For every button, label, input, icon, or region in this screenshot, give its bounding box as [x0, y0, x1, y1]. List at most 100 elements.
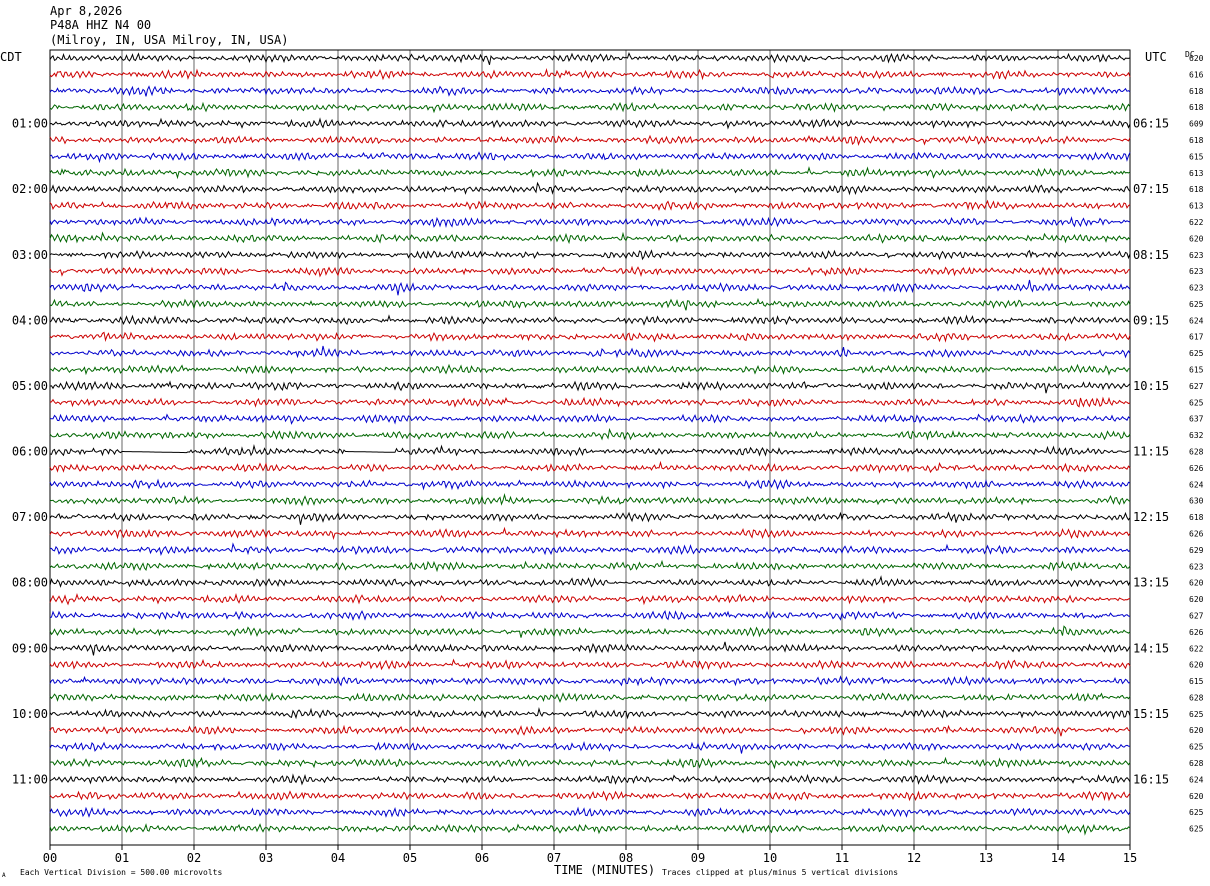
vertical-scale-note: Each Vertical Division = 500.00 microvol… [20, 868, 223, 877]
x-axis-title: TIME (MINUTES) [554, 863, 656, 877]
x-tick-label: 12 [907, 851, 921, 865]
cdt-hour-label: 01:00 [12, 117, 48, 131]
seismic-trace [49, 773, 1131, 786]
dc-offset-label: 625 [1189, 349, 1204, 358]
x-tick-label: 13 [979, 851, 993, 865]
seismic-trace [49, 444, 1131, 457]
utc-hour-label: 12:15 [1133, 510, 1169, 524]
x-tick-label: 08 [619, 851, 633, 865]
dc-offset-label: 637 [1189, 415, 1204, 424]
seismic-trace [49, 675, 1131, 687]
dc-offset-label: 618 [1189, 87, 1204, 96]
dc-offset-label: 618 [1189, 185, 1204, 194]
seismic-trace [49, 134, 1131, 147]
seismic-trace [49, 592, 1131, 606]
dc-offset-label: 630 [1189, 497, 1204, 506]
seismic-trace [49, 363, 1131, 376]
utc-hour-label: 08:15 [1133, 248, 1169, 262]
dc-offset-label: 620 [1189, 579, 1204, 588]
cdt-hour-label: 07:00 [12, 510, 48, 524]
dc-offset-label: 620 [1189, 54, 1204, 63]
dc-offset-label: 618 [1189, 136, 1204, 145]
seismic-trace [49, 67, 1131, 81]
dc-offset-label: 627 [1189, 382, 1204, 391]
seismic-trace [49, 85, 1131, 97]
cdt-hour-label: 04:00 [12, 313, 48, 327]
x-tick-label: 10 [763, 851, 777, 865]
x-tick-label: 01 [115, 851, 129, 865]
utc-hour-label: 07:15 [1133, 182, 1169, 196]
utc-hour-label: 15:15 [1133, 707, 1169, 721]
seismic-trace [49, 756, 1131, 770]
seismic-trace [49, 331, 1131, 343]
seismic-trace [49, 413, 1131, 425]
dc-offset-label: 622 [1189, 218, 1204, 227]
x-tick-label: 11 [835, 851, 849, 865]
utc-hour-label: 13:15 [1133, 576, 1169, 590]
utc-hour-label: 06:15 [1133, 117, 1169, 131]
cdt-hour-label: 09:00 [12, 641, 48, 655]
seismic-trace [49, 117, 1131, 130]
x-tick-label: 04 [331, 851, 345, 865]
x-tick-label: 07 [547, 851, 561, 865]
dc-offset-label: 628 [1189, 759, 1204, 768]
seismic-trace [49, 249, 1131, 261]
utc-hour-label: 11:15 [1133, 445, 1169, 459]
dc-offset-label: 626 [1189, 464, 1204, 473]
seismic-trace [49, 151, 1131, 164]
dc-offset-label: 609 [1189, 120, 1204, 129]
dc-offset-label: 618 [1189, 103, 1204, 112]
dc-offset-label: 618 [1189, 513, 1204, 522]
dc-offset-label: 620 [1189, 792, 1204, 801]
seismic-trace [49, 741, 1131, 754]
x-tick-label: 00 [43, 851, 57, 865]
dc-offset-label: 623 [1189, 562, 1204, 571]
dc-offset-label: 620 [1189, 595, 1204, 604]
seismic-trace [49, 724, 1131, 737]
seismic-trace [49, 314, 1131, 326]
seismic-trace [49, 706, 1131, 720]
seismic-trace [49, 806, 1131, 818]
dc-offset-label: 628 [1189, 448, 1204, 457]
seismic-trace [49, 692, 1131, 703]
dc-offset-label: 624 [1189, 775, 1204, 784]
plot-date: Apr 8,2026 [50, 4, 123, 18]
seismic-trace [49, 575, 1131, 588]
dc-offset-label: 620 [1189, 234, 1204, 243]
dc-offset-label: 628 [1189, 693, 1204, 702]
dc-offset-label: 617 [1189, 333, 1204, 342]
seismic-trace [49, 790, 1131, 802]
seismic-trace [49, 492, 1131, 507]
dc-offset-label: 627 [1189, 611, 1204, 620]
seismic-trace [49, 166, 1131, 180]
x-tick-label: 02 [187, 851, 201, 865]
dc-offset-label: 624 [1189, 316, 1204, 325]
right-timezone-label: UTC [1145, 50, 1167, 64]
clip-note: Traces clipped at plus/minus 5 vertical … [662, 868, 899, 877]
dc-offset-label: 623 [1189, 267, 1204, 276]
x-tick-label: 15 [1123, 851, 1137, 865]
left-timezone-label: CDT [0, 50, 22, 64]
seismic-trace [49, 823, 1131, 836]
cdt-hour-label: 10:00 [12, 707, 48, 721]
dc-offset-label: 623 [1189, 284, 1204, 293]
x-tick-label: 06 [475, 851, 489, 865]
dc-offset-label: 625 [1189, 808, 1204, 817]
cdt-hour-label: 03:00 [12, 248, 48, 262]
dc-offset-label: 615 [1189, 366, 1204, 375]
x-tick-label: 05 [403, 851, 417, 865]
dc-offset-label: 616 [1189, 70, 1204, 79]
station-code: P48A HHZ N4 00 [50, 18, 152, 32]
dc-offset-label: 624 [1189, 480, 1204, 489]
dc-header: DC [1185, 50, 1195, 59]
cdt-hour-label: 08:00 [12, 576, 48, 590]
seismic-trace [49, 396, 1131, 408]
dc-offset-label: 629 [1189, 546, 1204, 555]
dc-offset-label: 625 [1189, 825, 1204, 834]
cdt-hour-label: 02:00 [12, 182, 48, 196]
seismic-trace [49, 181, 1131, 196]
dc-offset-label: 632 [1189, 431, 1204, 440]
seismic-trace [49, 216, 1131, 228]
seismic-trace [49, 511, 1131, 525]
